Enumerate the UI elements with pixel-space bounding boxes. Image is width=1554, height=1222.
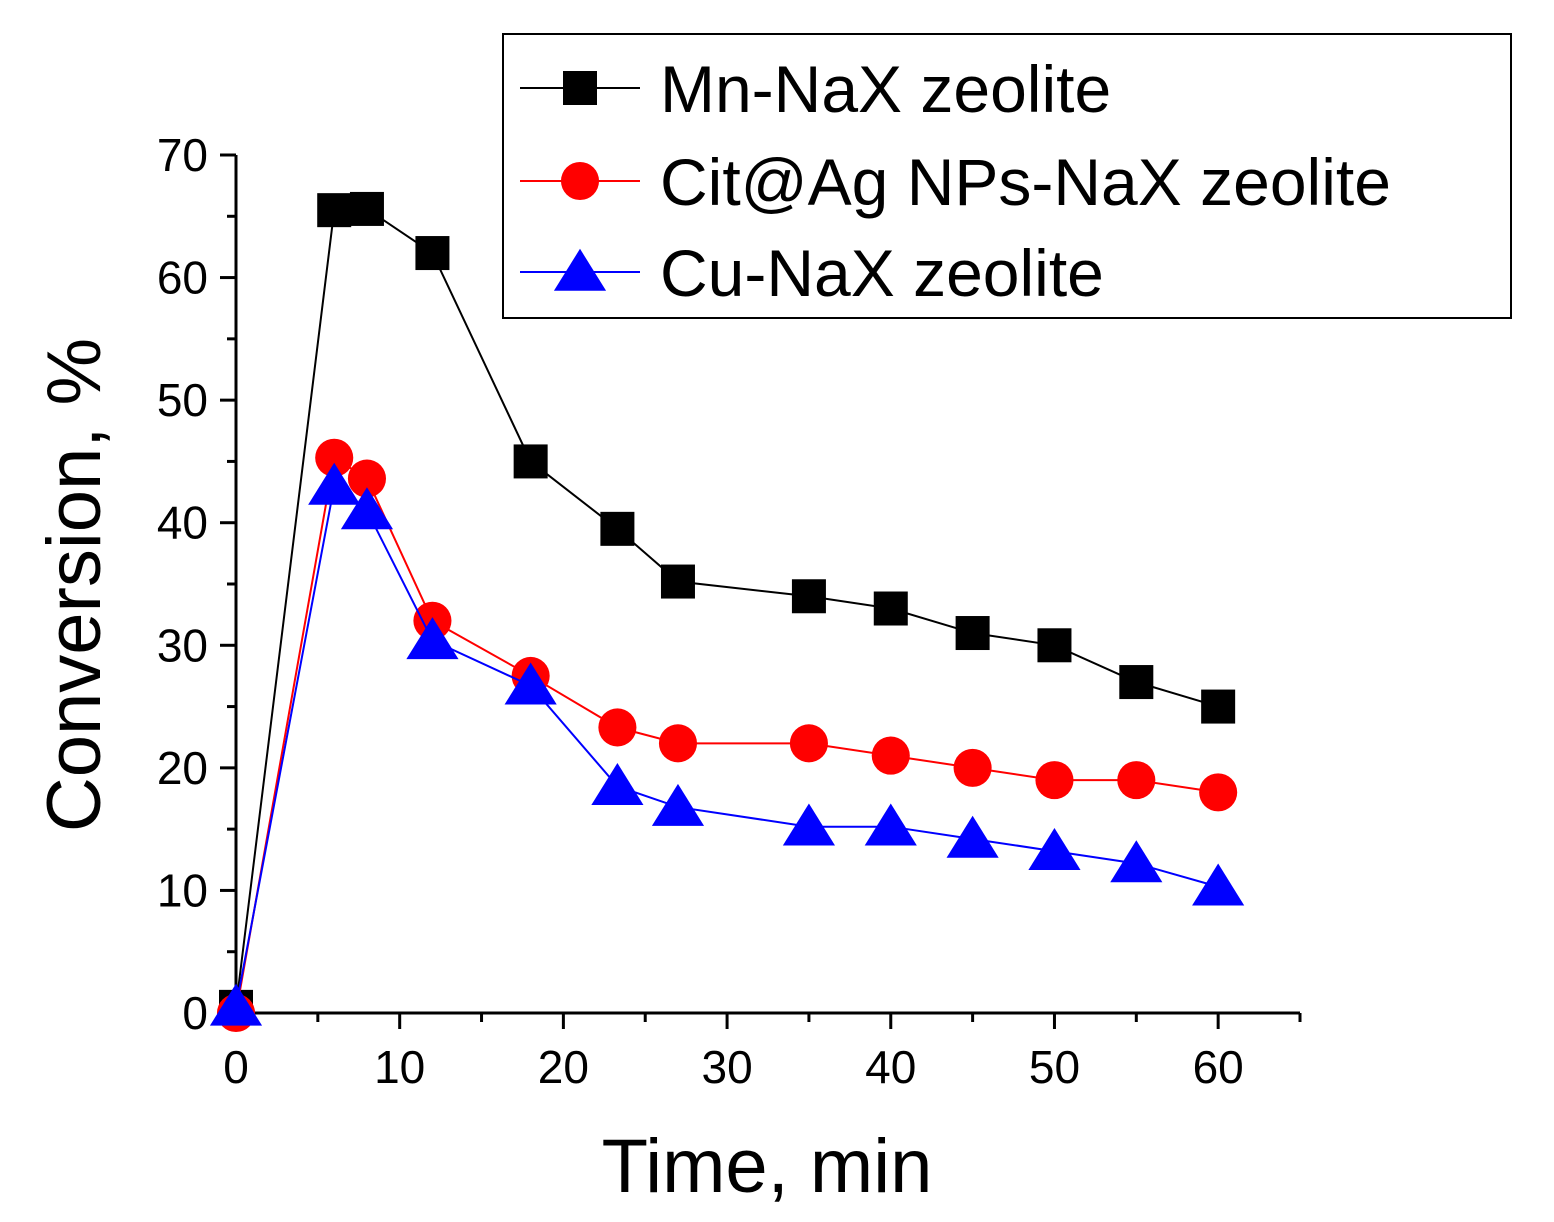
data-point — [660, 564, 695, 599]
x-tick-label: 30 — [701, 1041, 752, 1093]
data-point — [513, 444, 548, 479]
data-point — [340, 487, 394, 530]
series-triangle — [209, 462, 1245, 1026]
y-tick-label: 20 — [157, 742, 208, 794]
data-point — [591, 763, 644, 806]
data-point — [415, 236, 450, 271]
x-tick-label: 20 — [538, 1041, 589, 1093]
x-axis-title: Time, min — [602, 1124, 933, 1209]
data-point — [955, 616, 990, 651]
data-point — [946, 815, 999, 858]
data-point — [598, 708, 637, 747]
data-point — [658, 724, 698, 763]
data-point — [1119, 665, 1154, 700]
y-tick-label: 30 — [157, 619, 208, 671]
data-point — [782, 803, 836, 846]
data-point — [347, 459, 386, 498]
legend-label: Cit@Ag NPs-NaX zeolite — [660, 145, 1391, 219]
data-point — [209, 983, 263, 1026]
data-point — [791, 579, 826, 614]
data-point — [871, 736, 910, 775]
data-point — [315, 438, 354, 477]
y-tick-label: 60 — [157, 252, 208, 304]
y-tick-label: 50 — [157, 374, 208, 426]
series-layer — [209, 191, 1245, 1033]
y-axis-title: Conversion, % — [32, 338, 117, 832]
data-point — [1117, 761, 1156, 800]
data-point — [406, 617, 459, 660]
x-tick-label: 60 — [1193, 1041, 1244, 1093]
series-line — [235, 207, 1219, 1007]
data-point — [308, 462, 361, 505]
legend: Mn-NaX zeolite Cit@Ag NPs-NaX zeolite Cu-N… — [502, 33, 1512, 319]
data-point — [1035, 761, 1074, 800]
legend-marker — [553, 248, 607, 291]
data-point — [864, 803, 917, 846]
data-point — [1037, 628, 1072, 663]
data-point — [1201, 689, 1236, 724]
data-point — [317, 193, 352, 228]
data-point — [789, 724, 828, 763]
data-point — [1028, 828, 1081, 870]
series-circle — [216, 438, 1238, 1033]
data-point — [1110, 840, 1163, 883]
y-tick-label: 70 — [157, 129, 208, 181]
axes: 0 10 20 30 40 50 60 0 10 20 30 40 50 60 70 — [157, 129, 1302, 1093]
legend-marker — [563, 71, 597, 105]
legend-marker — [560, 161, 600, 201]
data-point — [873, 591, 908, 626]
series-line — [235, 484, 1219, 1008]
data-point — [953, 748, 992, 787]
data-point — [1192, 863, 1245, 906]
y-tick-label: 0 — [182, 987, 208, 1039]
series-square — [219, 191, 1236, 1024]
legend-label: Mn-NaX zeolite — [660, 52, 1111, 126]
x-tick-label: 0 — [223, 1041, 249, 1093]
data-point — [600, 511, 635, 546]
x-tick-label: 10 — [374, 1041, 425, 1093]
data-point — [504, 662, 557, 705]
x-tick-label: 50 — [1029, 1041, 1080, 1093]
legend-label: Cu-NaX zeolite — [660, 236, 1104, 310]
data-point — [349, 191, 384, 226]
x-tick-label: 40 — [865, 1041, 916, 1093]
legend-box — [502, 33, 1512, 319]
data-point — [1199, 773, 1238, 812]
y-tick-label: 40 — [157, 497, 208, 549]
data-point — [651, 783, 705, 826]
y-tick-label: 10 — [157, 864, 208, 916]
